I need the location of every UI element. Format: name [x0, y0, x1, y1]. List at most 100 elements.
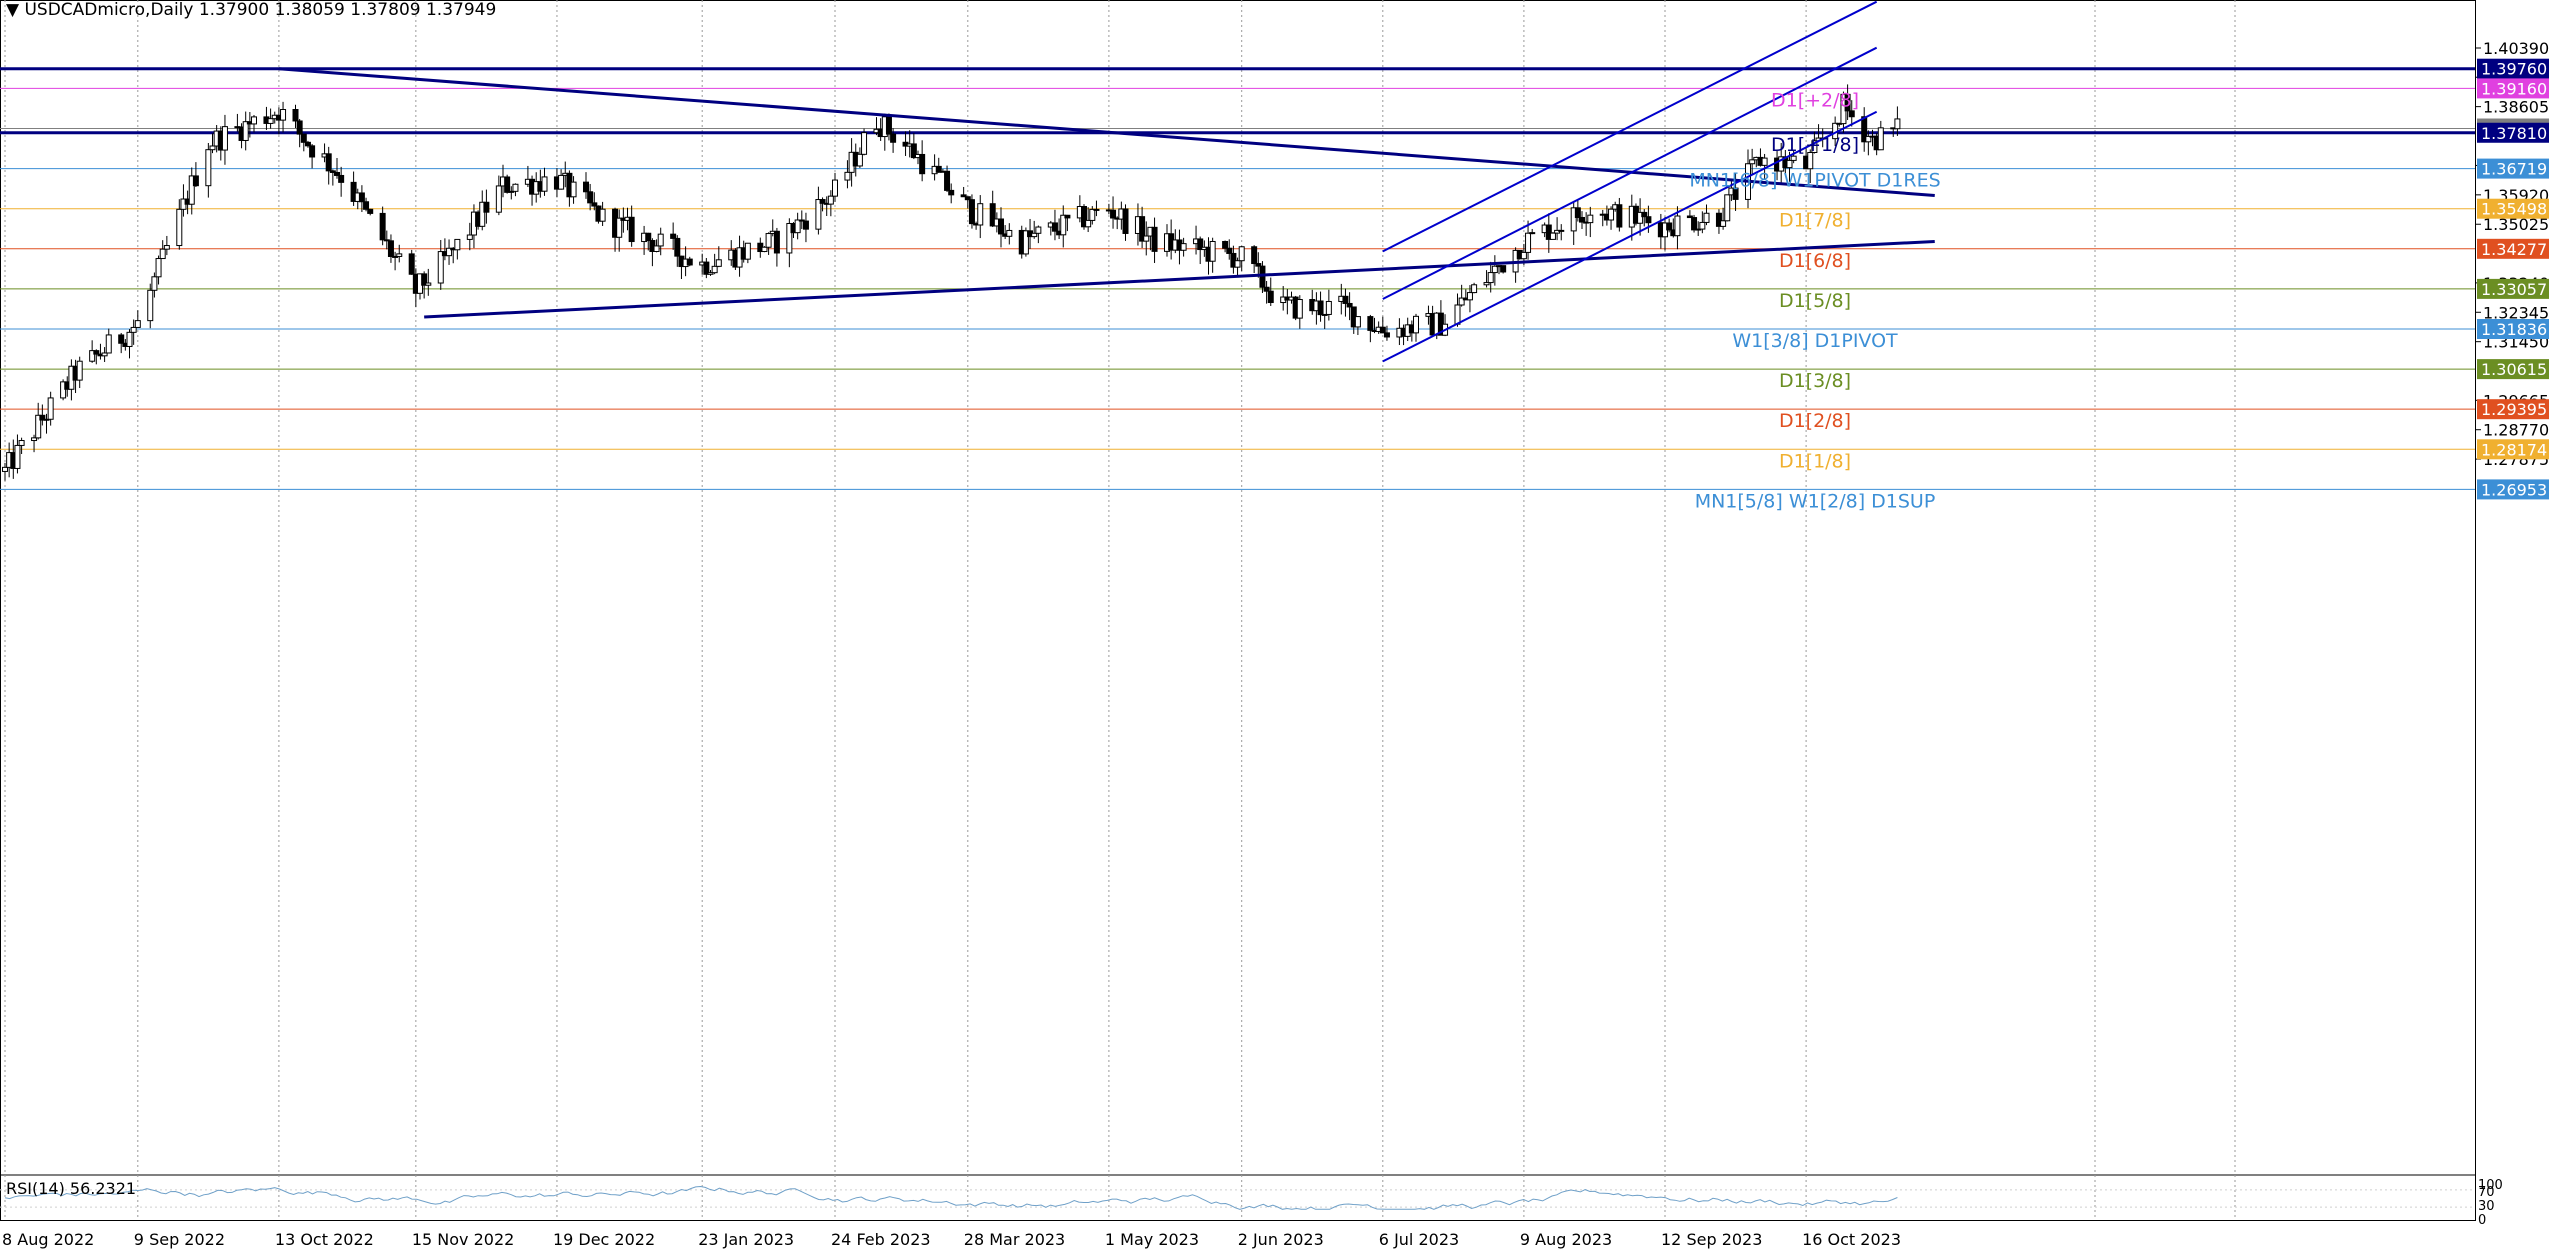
candle-body: [437, 251, 444, 284]
date-label: 24 Feb 2023: [831, 1230, 931, 1249]
candle-body: [707, 272, 714, 275]
candle-body: [304, 141, 311, 147]
candle-body: [1022, 230, 1029, 255]
candle-body: [358, 192, 365, 203]
candle-body: [14, 444, 21, 469]
candle-body: [151, 276, 158, 291]
candle-body: [188, 175, 195, 205]
trendlines[interactable]: [278, 0, 1935, 363]
candle-body: [1413, 315, 1419, 334]
candle-body: [1724, 194, 1731, 222]
price-tag-label: 1.28174: [2481, 440, 2547, 459]
candle-body: [1790, 155, 1797, 161]
candle-body: [645, 232, 652, 242]
date-label: 19 Dec 2022: [553, 1230, 655, 1249]
candle-body: [1807, 152, 1814, 170]
candle-body: [118, 334, 125, 344]
candle-body: [105, 334, 112, 354]
candle-body: [350, 181, 357, 202]
candle-body: [558, 174, 565, 190]
candle-body: [1608, 208, 1615, 221]
candle-body: [209, 145, 216, 151]
candle-body: [126, 331, 133, 347]
candle-body: [267, 118, 274, 124]
candle-body: [338, 174, 345, 183]
candle-body: [944, 170, 951, 191]
candle-body: [159, 248, 166, 260]
candle-body: [856, 153, 863, 167]
candle-body: [89, 350, 96, 362]
candle-body: [300, 133, 307, 143]
candle-body: [309, 145, 316, 158]
price-tag-label: 1.39760: [2481, 60, 2547, 79]
candle-body: [1085, 219, 1092, 228]
price-axis[interactable]: 1.403901.395001.386051.368151.359201.350…: [2476, 39, 2549, 500]
candle-body: [1051, 222, 1058, 232]
candle-body: [334, 171, 340, 176]
candle-body: [383, 239, 390, 242]
candle-body: [134, 320, 141, 328]
candle-body: [1549, 232, 1556, 240]
candle-body: [495, 185, 502, 213]
symbol-ohlc-text: USDCADmicro,Daily 1.37900 1.38059 1.3780…: [24, 0, 497, 20]
candle-body: [1325, 300, 1332, 315]
level-label: W1[3/8] D1PIVOT: [1732, 330, 1898, 352]
candle-body: [1579, 216, 1585, 223]
price-tag-label: 1.26953: [2481, 480, 2547, 499]
date-label: 9 Sep 2022: [134, 1230, 225, 1249]
candle-body: [948, 189, 955, 196]
price-tick-label: 1.40390: [2483, 39, 2549, 58]
candle-body: [765, 233, 772, 248]
candle-body: [744, 242, 751, 260]
candle-body: [280, 109, 287, 121]
candle-body: [512, 183, 519, 192]
candle-body: [1570, 207, 1577, 232]
candle-body: [454, 238, 461, 251]
price-tag-label: 1.36719: [2481, 160, 2547, 179]
candle-body: [1487, 272, 1494, 284]
candle-body: [1089, 208, 1096, 221]
candle-body: [599, 208, 606, 222]
candle-body: [367, 208, 374, 214]
candle-body: [1081, 206, 1087, 228]
candle-body: [977, 203, 984, 226]
candle-body: [35, 414, 42, 439]
rsi-scale-label: 100: [2478, 1178, 2503, 1193]
level-label: D1[7/8]: [1779, 210, 1851, 232]
candle-body: [861, 132, 868, 155]
candle-body: [221, 126, 228, 151]
candle-body: [1811, 140, 1818, 154]
price-tag: [2477, 479, 2549, 500]
rsi-title: RSI(14) 56.2321: [6, 1179, 137, 1198]
rsi-scale-label: 30: [2478, 1199, 2495, 1214]
candle-body: [1848, 110, 1855, 118]
candle-body: [786, 222, 793, 254]
price-tick-label: 1.38605: [2483, 98, 2549, 117]
plot-frame: [0, 0, 2476, 1221]
price-tag: [2477, 158, 2549, 179]
candle-body: [711, 265, 718, 274]
date-label: 1 May 2023: [1105, 1230, 1199, 1249]
candle-body: [508, 190, 515, 193]
candle-body: [379, 212, 386, 241]
candle-body: [1255, 263, 1262, 267]
candle-body: [251, 116, 257, 125]
level-label: MN1[6/8] W1PIVOT D1RES: [1689, 170, 1940, 192]
candle-body: [176, 208, 183, 247]
candle-body: [1251, 246, 1258, 265]
candle-body: [93, 350, 100, 355]
rsi-line: [4, 1185, 1898, 1210]
murrey-levels: [0, 67, 2475, 490]
price-tick-label: 1.32345: [2483, 303, 2549, 322]
candle-body: [1558, 229, 1565, 232]
candle-body: [1786, 159, 1793, 169]
candle-body: [827, 195, 834, 205]
candle-body: [1354, 316, 1361, 328]
price-tag: [2477, 399, 2549, 420]
candle-body: [1574, 207, 1581, 218]
candle-body: [1720, 220, 1727, 227]
candle-body: [1222, 240, 1229, 249]
collapse-triangle-icon[interactable]: ▼: [6, 0, 20, 20]
